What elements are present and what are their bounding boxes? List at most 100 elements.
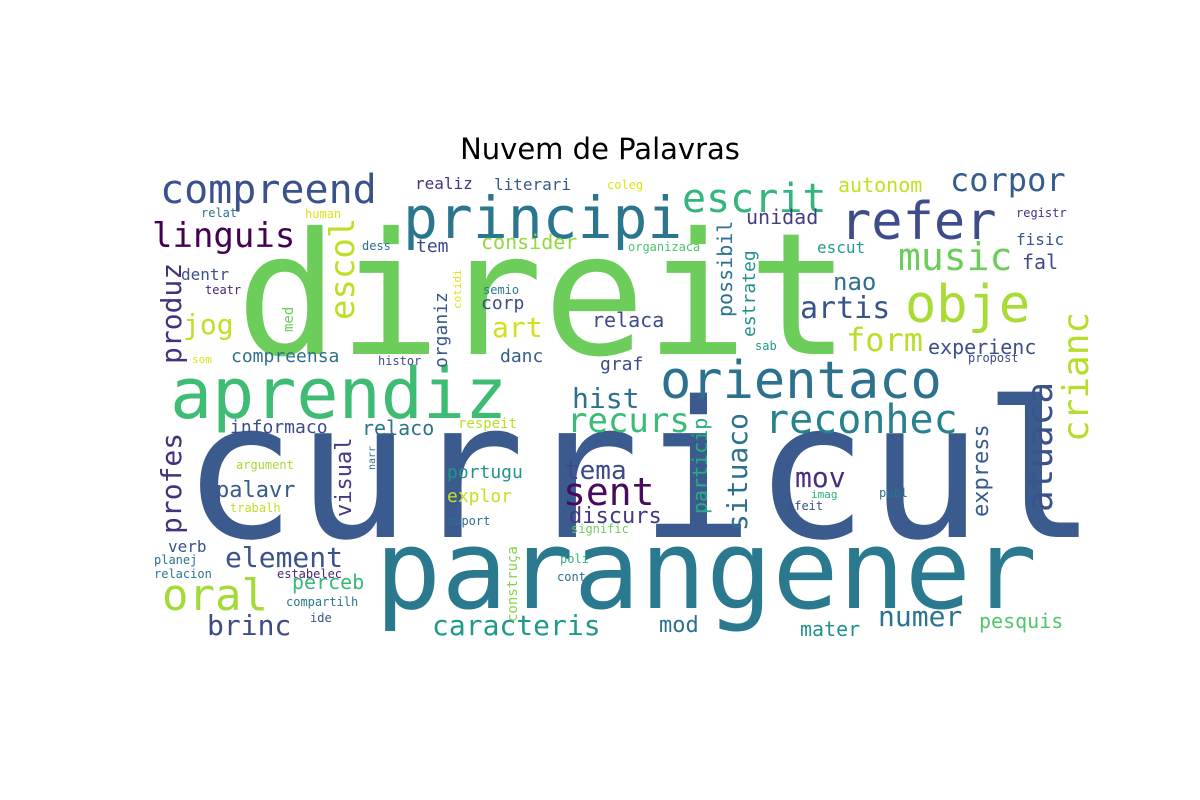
cloud-word: sab: [755, 339, 777, 353]
cloud-word: fisic: [1016, 230, 1064, 249]
cloud-word: suport: [447, 514, 490, 528]
cloud-word: recurs: [567, 401, 690, 441]
cloud-word: particip: [688, 418, 712, 514]
cloud-word: ide: [310, 611, 332, 625]
cloud-word: refer: [840, 192, 997, 252]
cloud-word: mod: [659, 613, 699, 638]
cloud-word: pesquis: [979, 609, 1063, 633]
cloud-word: relaco: [362, 416, 434, 440]
cloud-word: parangener: [375, 506, 1037, 634]
cloud-word: histor: [378, 354, 421, 368]
cloud-word: estabelec: [277, 567, 342, 581]
cloud-word: construça: [505, 546, 521, 622]
cloud-word: publ: [879, 486, 908, 500]
cloud-word: aprendiz: [170, 353, 507, 435]
cloud-word: human: [305, 207, 341, 221]
cloud-word: autonom: [838, 173, 922, 197]
cloud-word: element: [225, 541, 343, 574]
cloud-word: cotidi: [451, 269, 464, 309]
cloud-word: compreensa: [231, 346, 339, 367]
cloud-word: atuaca: [1020, 382, 1061, 512]
cloud-word: dess: [362, 239, 391, 253]
chart-title: Nuvem de Palavras: [460, 132, 740, 166]
cloud-word: signific: [571, 522, 629, 536]
cloud-word: escut: [817, 238, 865, 257]
cloud-word: cont: [557, 570, 586, 584]
cloud-word: produz: [155, 263, 188, 364]
cloud-word: organiz: [431, 292, 452, 368]
cloud-word: graf: [600, 354, 643, 375]
cloud-word: corpor: [950, 172, 1066, 199]
cloud-word: express: [969, 424, 994, 517]
cloud-word: palavr: [216, 478, 295, 503]
cloud-word: semio: [483, 283, 519, 297]
cloud-word: oral: [162, 570, 268, 621]
cloud-word: informaco: [230, 417, 328, 438]
cloud-word: verb: [168, 537, 207, 556]
cloud-word: propost: [968, 351, 1019, 365]
cloud-word: music: [898, 235, 1012, 279]
cloud-word: consider: [481, 230, 577, 254]
cloud-word: situaco: [721, 413, 754, 531]
cloud-word: corp: [481, 293, 524, 314]
cloud-word: escrit: [682, 176, 827, 222]
cloud-word: brinc: [207, 609, 291, 642]
cloud-word: imag: [811, 488, 838, 501]
cloud-word: tem: [416, 236, 449, 257]
cloud-word: orientaco: [660, 351, 942, 411]
cloud-word: teatr: [205, 283, 241, 297]
cloud-word: curricul: [182, 361, 1090, 582]
cloud-word: principi: [403, 184, 682, 252]
cloud-word: hist: [572, 382, 639, 415]
cloud-word: trabalh: [230, 501, 281, 515]
cloud-word: som: [192, 353, 212, 366]
cloud-word: coleg: [607, 178, 643, 192]
cloud-word: relacion: [154, 567, 212, 581]
cloud-word: dentr: [181, 265, 230, 284]
cloud-word: relaca: [592, 308, 664, 332]
cloud-word: visual: [332, 438, 357, 517]
cloud-word: poli: [560, 552, 589, 566]
cloud-word: unidad: [746, 205, 818, 229]
cloud-word: reconhec: [765, 397, 958, 443]
cloud-word: art: [492, 311, 543, 344]
cloud-word: profes: [155, 433, 188, 534]
cloud-word: possibil: [713, 221, 737, 317]
cloud-word: mov: [795, 461, 846, 494]
cloud-word: med: [281, 307, 297, 332]
cloud-word: registr: [1016, 206, 1067, 220]
cloud-word: danc: [500, 346, 543, 367]
cloud-word: crianc: [1056, 312, 1090, 442]
cloud-word: explor: [447, 486, 512, 507]
cloud-word: nao: [833, 268, 876, 296]
cloud-word: perceb: [292, 570, 364, 594]
cloud-word: estrateg: [739, 250, 760, 337]
cloud-word: direit: [236, 197, 850, 395]
cloud-word: tema: [564, 456, 627, 486]
cloud-word: discurs: [569, 504, 662, 529]
cloud-word: narr: [367, 446, 378, 470]
cloud-word: efeit: [787, 499, 823, 513]
cloud-word: escol: [323, 218, 363, 320]
cloud-word: planej: [154, 553, 197, 567]
cloud-word: numer: [878, 600, 962, 633]
cloud-word: artis: [800, 291, 890, 326]
cloud-word: portugu: [447, 462, 523, 483]
cloud-word: argument: [236, 458, 294, 472]
cloud-word: sent: [563, 470, 655, 514]
cloud-word: respeit: [458, 416, 517, 432]
cloud-word: literari: [494, 175, 571, 194]
cloud-word: obje: [905, 275, 1030, 335]
cloud-word: experienc: [928, 335, 1036, 359]
cloud-word: jog: [183, 308, 234, 341]
cloud-word: fal: [1022, 250, 1058, 274]
cloud-word: mater: [800, 617, 860, 641]
cloud-word: relat: [201, 206, 237, 220]
cloud-word: compreend: [160, 172, 377, 213]
cloud-word: caracteris: [432, 609, 601, 642]
cloud-word: realiz: [415, 174, 473, 193]
cloud-word: organizaca: [628, 240, 700, 254]
cloud-word: linguis: [152, 216, 295, 256]
cloud-word: compartilh: [286, 595, 358, 609]
